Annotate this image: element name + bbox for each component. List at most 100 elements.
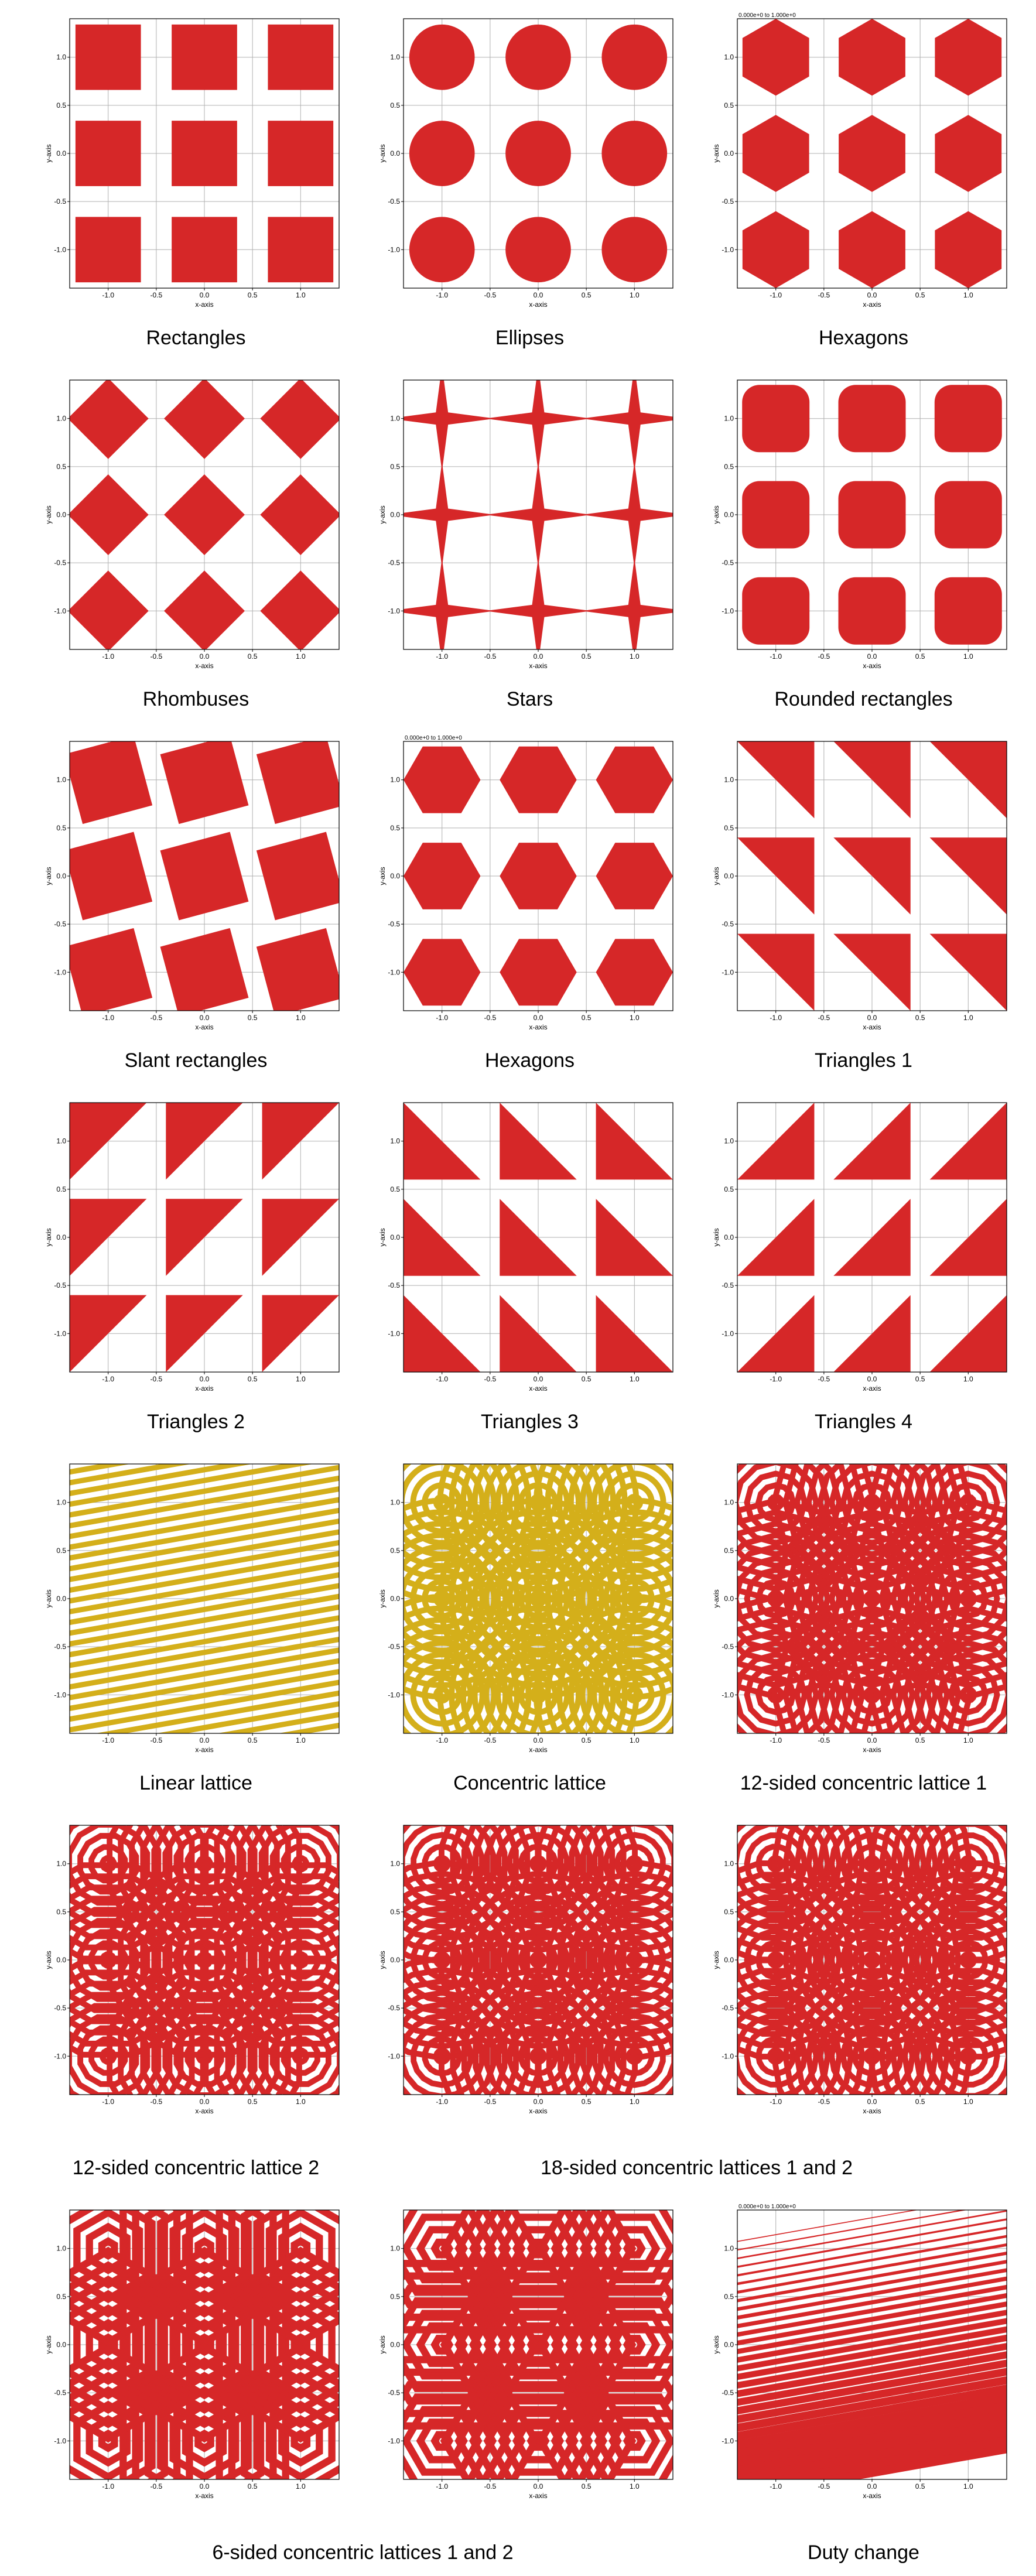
svg-text:-1.0: -1.0: [770, 1375, 782, 1383]
svg-text:-1.0: -1.0: [102, 291, 114, 299]
svg-text:x-axis: x-axis: [195, 2492, 213, 2500]
plot-ellipse: -1.0-1.0-0.5-0.50.00.00.50.51.01.0x-axis…: [378, 12, 682, 316]
svg-text:0.0: 0.0: [533, 1375, 543, 1383]
svg-text:-0.5: -0.5: [722, 920, 734, 928]
svg-text:0.5: 0.5: [581, 1736, 591, 1744]
svg-text:0.0: 0.0: [867, 652, 877, 661]
svg-text:0.0: 0.0: [56, 2341, 66, 2349]
svg-text:-1.0: -1.0: [388, 607, 400, 615]
svg-text:0.5: 0.5: [56, 101, 66, 110]
plot-slant: -1.0-1.0-0.5-0.50.00.00.50.51.01.0x-axis…: [44, 734, 348, 1039]
svg-text:1.0: 1.0: [629, 1736, 639, 1744]
svg-text:-1.0: -1.0: [388, 968, 400, 976]
cell-rect: -1.0-1.0-0.5-0.50.00.00.50.51.01.0x-axis…: [44, 12, 348, 350]
svg-text:-0.5: -0.5: [484, 1014, 496, 1022]
cell-conc18b: -1.0-1.0-0.5-0.50.00.00.50.51.01.0x-axis…: [712, 1818, 1016, 2123]
svg-text:0.5: 0.5: [581, 2482, 591, 2491]
svg-text:0.0: 0.0: [724, 872, 734, 880]
svg-text:0.0: 0.0: [56, 511, 66, 519]
svg-text:1.0: 1.0: [56, 1137, 66, 1145]
svg-text:0.0: 0.0: [867, 2098, 877, 2106]
svg-text:-0.5: -0.5: [54, 197, 66, 206]
svg-text:0.5: 0.5: [56, 2293, 66, 2301]
svg-text:0.5: 0.5: [247, 291, 257, 299]
svg-text:-0.5: -0.5: [150, 1375, 162, 1383]
svg-text:1.0: 1.0: [629, 2098, 639, 2106]
svg-text:1.0: 1.0: [724, 776, 734, 784]
svg-text:0.5: 0.5: [56, 1547, 66, 1555]
svg-text:0.5: 0.5: [724, 2293, 734, 2301]
svg-text:-1.0: -1.0: [388, 2437, 400, 2445]
svg-text:y-axis: y-axis: [712, 1589, 720, 1607]
svg-text:0.5: 0.5: [56, 1185, 66, 1193]
svg-text:y-axis: y-axis: [45, 2335, 53, 2353]
caption-rect: Rectangles: [146, 327, 245, 350]
svg-text:0.5: 0.5: [247, 1014, 257, 1022]
row: -1.0-1.0-0.5-0.50.00.00.50.51.01.0x-axis…: [12, 373, 1036, 711]
cell-slant: -1.0-1.0-0.5-0.50.00.00.50.51.01.0x-axis…: [44, 734, 348, 1072]
svg-text:x-axis: x-axis: [863, 2107, 881, 2115]
svg-text:1.0: 1.0: [295, 2482, 305, 2491]
svg-text:x-axis: x-axis: [863, 1023, 881, 1031]
svg-text:-0.5: -0.5: [54, 1643, 66, 1651]
svg-text:1.0: 1.0: [629, 291, 639, 299]
svg-text:0.0: 0.0: [867, 291, 877, 299]
svg-text:-1.0: -1.0: [102, 652, 114, 661]
svg-text:-1.0: -1.0: [436, 1375, 448, 1383]
caption-conc12a: 12-sided concentric lattice 1: [740, 1772, 987, 1795]
svg-text:0.0: 0.0: [199, 2098, 209, 2106]
svg-text:y-axis: y-axis: [378, 505, 387, 524]
svg-text:0.000e+0 to 1.000e+0: 0.000e+0 to 1.000e+0: [405, 735, 462, 741]
svg-text:-1.0: -1.0: [102, 2482, 114, 2491]
svg-text:0.0: 0.0: [390, 1595, 400, 1603]
svg-text:-1.0: -1.0: [722, 968, 734, 976]
svg-text:0.0: 0.0: [867, 1375, 877, 1383]
svg-text:0.0: 0.0: [56, 1595, 66, 1603]
svg-text:-0.5: -0.5: [150, 652, 162, 661]
svg-text:0.5: 0.5: [724, 1547, 734, 1555]
svg-text:1.0: 1.0: [390, 53, 400, 61]
svg-text:1.0: 1.0: [295, 291, 305, 299]
cell-ellipse: -1.0-1.0-0.5-0.50.00.00.50.51.01.0x-axis…: [378, 12, 682, 350]
plot-rect: -1.0-1.0-0.5-0.50.00.00.50.51.01.0x-axis…: [44, 12, 348, 316]
row: -1.0-1.0-0.5-0.50.00.00.50.51.01.0x-axis…: [12, 1096, 1036, 1434]
row: -1.0-1.0-0.5-0.50.00.00.50.51.01.0x-axis…: [12, 12, 1036, 350]
svg-text:-0.5: -0.5: [818, 1375, 830, 1383]
svg-text:1.0: 1.0: [295, 1014, 305, 1022]
svg-text:0.5: 0.5: [581, 1375, 591, 1383]
svg-text:1.0: 1.0: [56, 2245, 66, 2253]
svg-text:x-axis: x-axis: [195, 1384, 213, 1393]
svg-text:-0.5: -0.5: [150, 291, 162, 299]
svg-text:y-axis: y-axis: [45, 867, 53, 885]
svg-text:0.5: 0.5: [390, 1185, 400, 1193]
svg-text:-0.5: -0.5: [722, 1643, 734, 1651]
svg-text:-1.0: -1.0: [770, 2098, 782, 2106]
svg-text:0.0: 0.0: [390, 149, 400, 158]
svg-text:x-axis: x-axis: [863, 1384, 881, 1393]
svg-text:-1.0: -1.0: [436, 652, 448, 661]
caption-rhombus: Rhombuses: [143, 688, 249, 711]
svg-text:x-axis: x-axis: [529, 2107, 547, 2115]
svg-text:-0.5: -0.5: [818, 2098, 830, 2106]
svg-text:-0.5: -0.5: [722, 559, 734, 567]
svg-text:x-axis: x-axis: [195, 1746, 213, 1754]
svg-text:x-axis: x-axis: [529, 1384, 547, 1393]
row: -1.0-1.0-0.5-0.50.00.00.50.51.01.0x-axis…: [12, 2203, 1036, 2507]
svg-text:-1.0: -1.0: [436, 1736, 448, 1744]
svg-text:y-axis: y-axis: [45, 505, 53, 524]
svg-text:y-axis: y-axis: [45, 1951, 53, 1969]
svg-text:0.5: 0.5: [915, 2482, 925, 2491]
svg-text:-0.5: -0.5: [388, 1281, 400, 1289]
svg-text:0.0: 0.0: [390, 1233, 400, 1241]
cell-linear: -1.0-1.0-0.5-0.50.00.00.50.51.01.0x-axis…: [44, 1457, 348, 1795]
svg-text:0.5: 0.5: [724, 463, 734, 471]
svg-text:0.0: 0.0: [199, 1736, 209, 1744]
row: -1.0-1.0-0.5-0.50.00.00.50.51.01.0x-axis…: [12, 1818, 1036, 2123]
plot-conc12a: -1.0-1.0-0.5-0.50.00.00.50.51.01.0x-axis…: [712, 1457, 1016, 1761]
svg-text:-1.0: -1.0: [102, 1736, 114, 1744]
caption-conc6a: 6-sided concentric lattices 1 and 2: [44, 2541, 682, 2564]
svg-text:0.5: 0.5: [390, 2293, 400, 2301]
svg-text:0.0: 0.0: [724, 1233, 734, 1241]
svg-text:y-axis: y-axis: [45, 1589, 53, 1607]
svg-text:0.5: 0.5: [915, 652, 925, 661]
